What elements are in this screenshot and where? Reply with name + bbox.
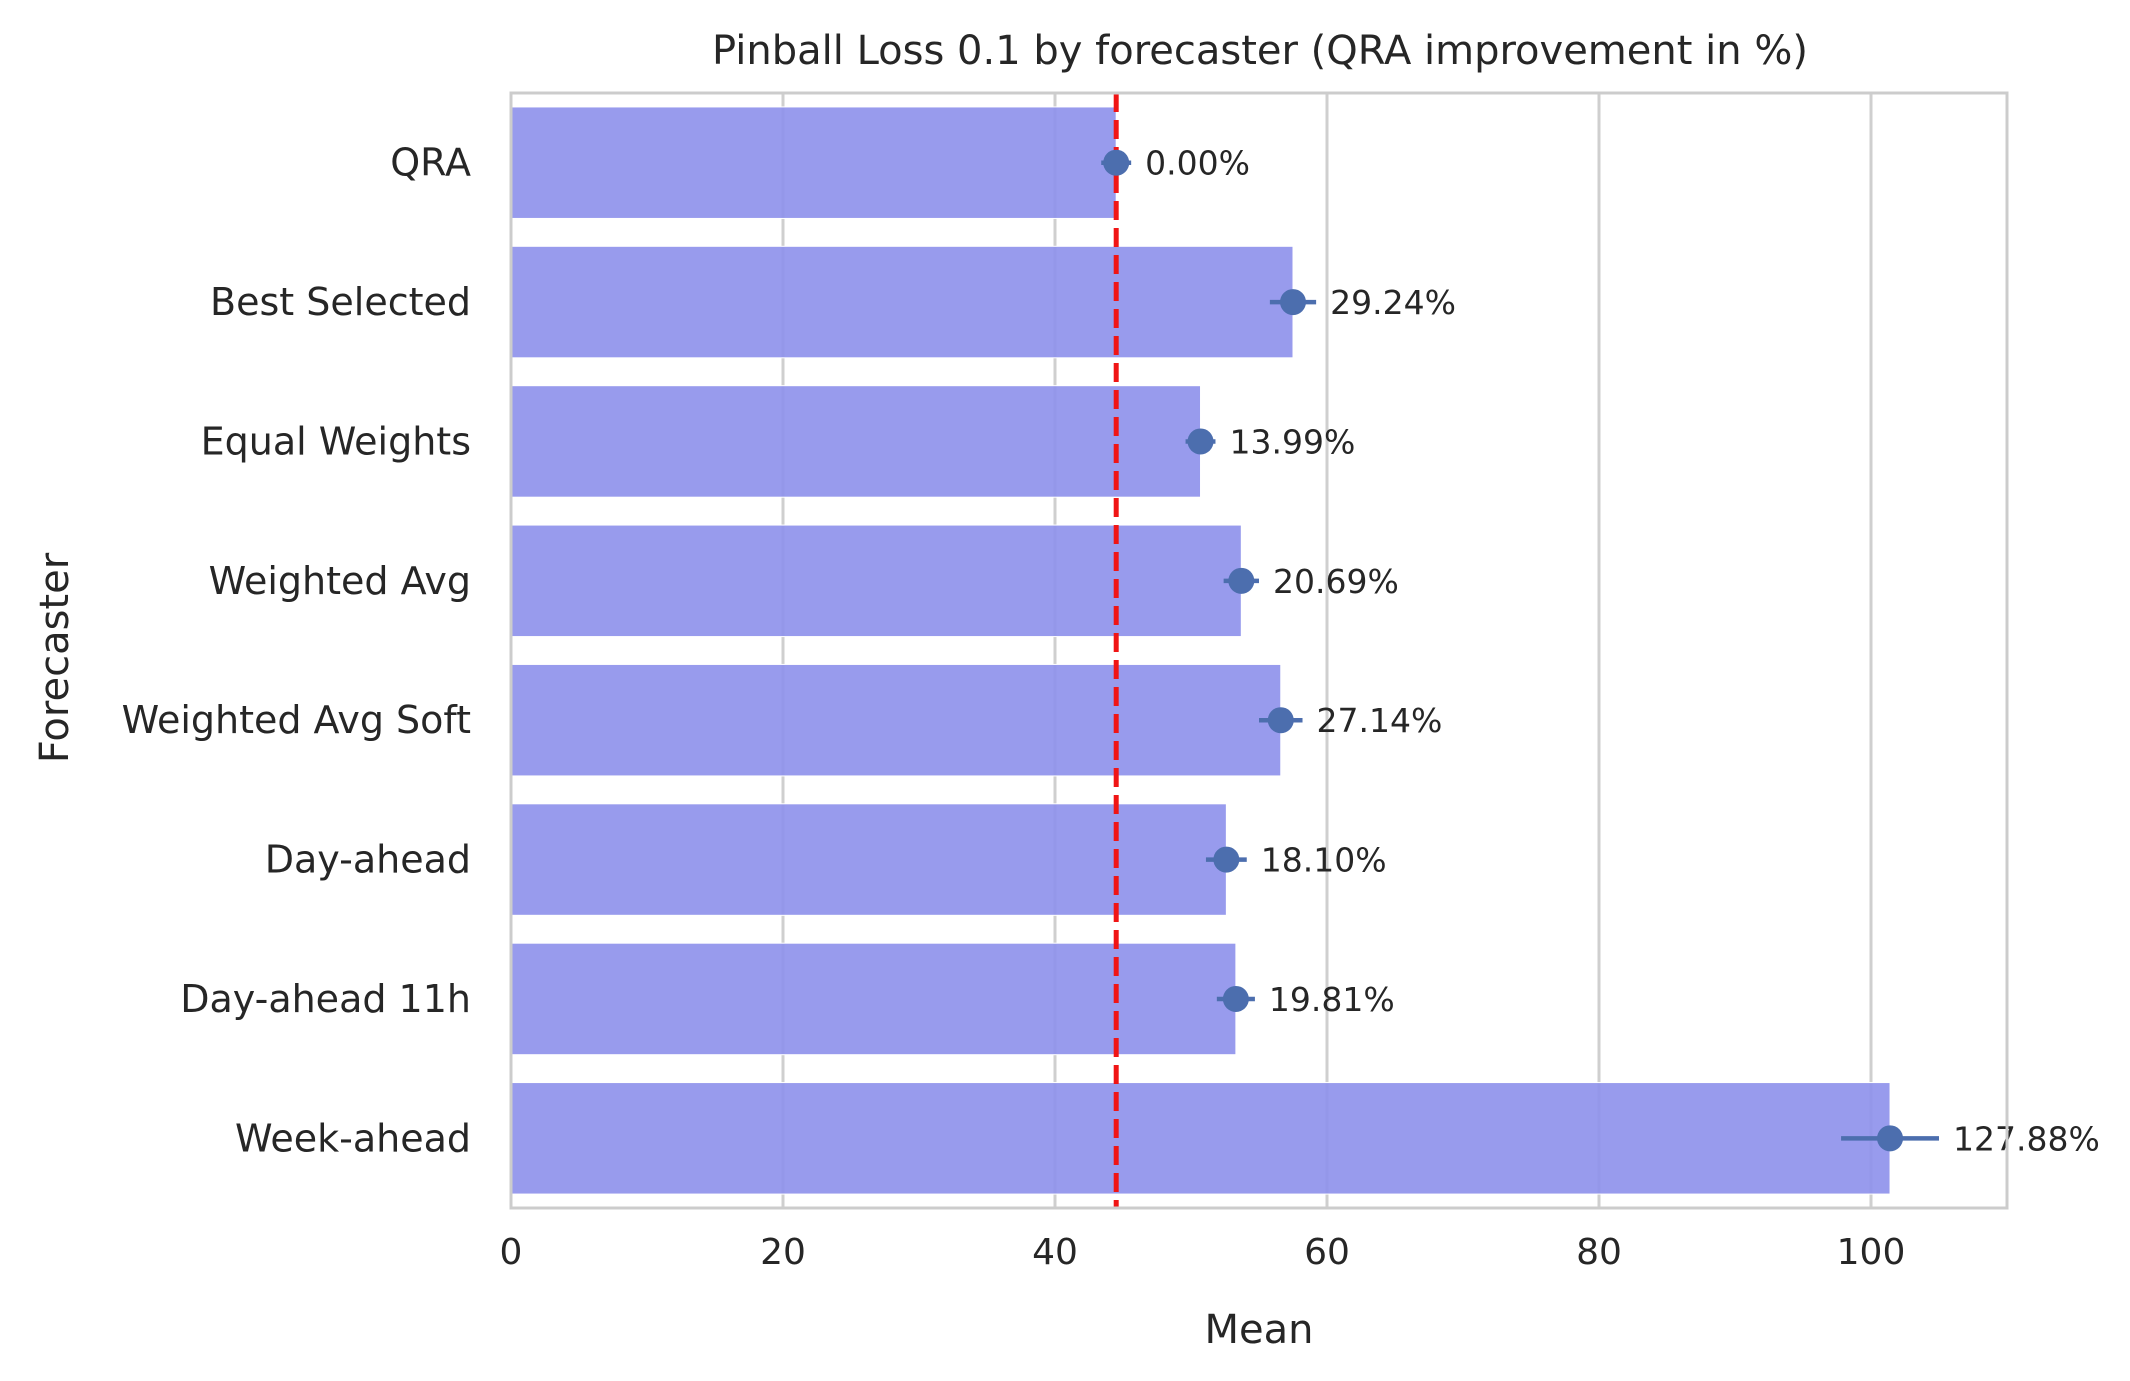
bar-best-selected (510, 245, 1294, 359)
data-label-equal-weights: 13.99% (1229, 422, 1355, 461)
y-tick-label: Weighted Avg (209, 559, 471, 603)
plot-frame (509, 91, 2009, 1210)
data-label-weighted-avg: 20.69% (1273, 562, 1399, 601)
bar-weighted-avg (510, 524, 1242, 638)
x-tick-label: 60 (1304, 1232, 1350, 1273)
y-tick-label: Best Selected (210, 280, 471, 324)
y-tick-label: Equal Weights (201, 419, 471, 463)
bar-equal-weights (510, 385, 1202, 498)
mean-point-day-ahead (1213, 846, 1240, 873)
labels-layer: 0.00% 29.24% 13.99% 20.69% 27.14% 18.10% 19.81… (1145, 144, 2100, 1159)
x-tick-label: 40 (1032, 1232, 1078, 1273)
data-label-weighted-avg-soft: 27.14% (1317, 701, 1443, 740)
data-label-day-ahead: 18.10% (1261, 841, 1387, 880)
bar-day-ahead-11h (510, 942, 1237, 1056)
mean-point-weighted-avg-soft (1267, 707, 1294, 734)
y-tick-label: Day-ahead 11h (180, 977, 471, 1021)
y-tick-label: Day-ahead (265, 838, 471, 882)
bar-week-ahead (510, 1082, 1891, 1195)
y-tick-label: QRA (390, 141, 471, 185)
chart-title: Pinball Loss 0.1 by forecaster (QRA impr… (712, 28, 1808, 74)
x-tick-label: 20 (760, 1232, 806, 1273)
data-label-best-selected: 29.24% (1330, 283, 1456, 322)
y-tick-label: Weighted Avg Soft (122, 698, 471, 742)
x-tick-labels: 0 20 40 60 80 100 (500, 1232, 1906, 1273)
y-tick-labels: QRA Best Selected Equal Weights Weighted Av… (122, 141, 471, 1161)
bar-weighted-avg-soft (510, 663, 1282, 777)
x-tick-label: 100 (1837, 1232, 1906, 1273)
data-label-day-ahead-11h: 19.81% (1269, 980, 1395, 1019)
mean-point-day-ahead-11h (1222, 985, 1249, 1012)
x-axis-label: Mean (1205, 1307, 1314, 1353)
x-tick-label: 80 (1576, 1232, 1622, 1273)
bars-layer (510, 106, 1891, 1195)
bar-day-ahead (510, 803, 1227, 916)
mean-point-qra (1103, 149, 1130, 176)
data-label-qra: 0.00% (1145, 144, 1250, 183)
bar-qra (510, 106, 1117, 219)
x-tick-label: 0 (500, 1232, 523, 1273)
y-tick-label: Week-ahead (235, 1116, 471, 1160)
data-label-week-ahead: 127.88% (1953, 1119, 2100, 1158)
y-axis-label: Forecaster (32, 552, 78, 763)
points-layer (1101, 149, 1939, 1152)
mean-point-equal-weights (1187, 428, 1214, 455)
mean-point-best-selected (1280, 289, 1306, 316)
mean-point-week-ahead (1877, 1125, 1904, 1152)
mean-point-weighted-avg (1228, 567, 1255, 594)
